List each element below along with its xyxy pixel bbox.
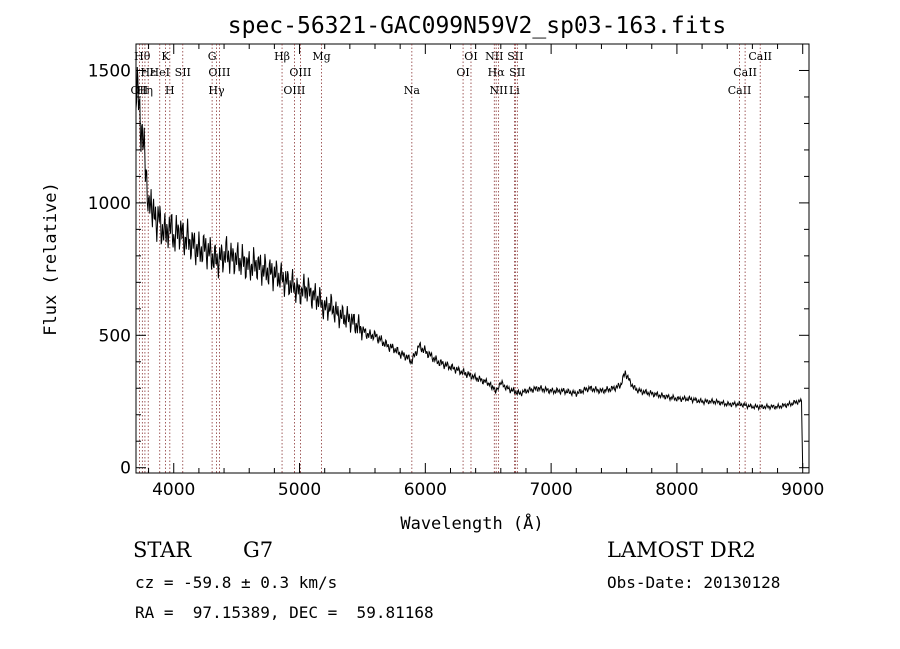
line-marker-label: OIII [283, 84, 305, 97]
line-marker-label: NII [490, 84, 508, 97]
line-marker-label: Hη [137, 84, 153, 97]
x-tick-label: 7000 [529, 480, 572, 500]
line-marker-label: G [208, 50, 217, 63]
line-marker-label: K [161, 50, 170, 63]
line-marker-label: Li [509, 84, 520, 97]
y-tick-label: 500 [99, 326, 131, 346]
line-marker-label: Hγ [208, 84, 225, 97]
line-marker-label: Hα [488, 66, 506, 79]
survey-name: LAMOST DR2 [607, 538, 756, 562]
x-tick-label: 5000 [278, 480, 321, 500]
line-marker-label: OI [464, 50, 477, 63]
redshift-velocity: cz = -59.8 ± 0.3 km/s [135, 573, 338, 592]
line-marker-label: H [165, 84, 175, 97]
y-axis-label: Flux (relative) [41, 182, 61, 336]
line-marker-label: Na [404, 84, 421, 97]
line-marker-label: SII [175, 66, 191, 79]
line-marker-label: CaII [748, 50, 772, 63]
x-tick-label: 6000 [404, 480, 447, 500]
line-marker-label: HeI [150, 66, 170, 79]
line-marker-label: Hθ [134, 50, 151, 63]
x-tick-label: 4000 [152, 480, 195, 500]
line-marker-label: Hε [141, 66, 157, 79]
line-marker-label: SII [507, 50, 523, 63]
line-marker-label: SII [509, 66, 525, 79]
spectral-line-markers: OIIHθHηHεHeIKHSIIGHγOIIIHβOIIIOIIIMgNaOI… [131, 44, 772, 473]
line-marker-label: OIII [208, 66, 230, 79]
y-tick-label: 1500 [88, 61, 131, 81]
line-marker-label: CaII [728, 84, 752, 97]
line-marker-label: Mg [312, 50, 330, 63]
line-marker-label: OII [131, 84, 149, 97]
chart-title: spec-56321-GAC099N59V2_sp03-163.fits [228, 13, 727, 39]
line-marker-label: NII [485, 50, 503, 63]
coordinates: RA = 97.15389, DEC = 59.81168 [135, 603, 434, 622]
x-axis-label: Wavelength (Å) [400, 512, 543, 534]
line-marker-label: OIII [289, 66, 311, 79]
x-tick-label: 9000 [781, 480, 824, 500]
line-marker-label: Hβ [274, 50, 290, 63]
x-tick-label: 8000 [655, 480, 698, 500]
y-tick-label: 1000 [88, 194, 131, 214]
plot-frame [135, 43, 810, 474]
object-class: STAR [133, 538, 192, 562]
observation-date: Obs-Date: 20130128 [607, 573, 781, 592]
y-tick-label: 0 [120, 459, 131, 479]
line-marker-label: CaII [733, 66, 757, 79]
axis-ticks: 4000 5000 6000 7000 8000 9000 0 500 1000 1500 [88, 44, 824, 500]
line-marker-label: OI [456, 66, 469, 79]
object-subclass: G7 [243, 538, 274, 562]
spectrum-line [135, 66, 804, 468]
